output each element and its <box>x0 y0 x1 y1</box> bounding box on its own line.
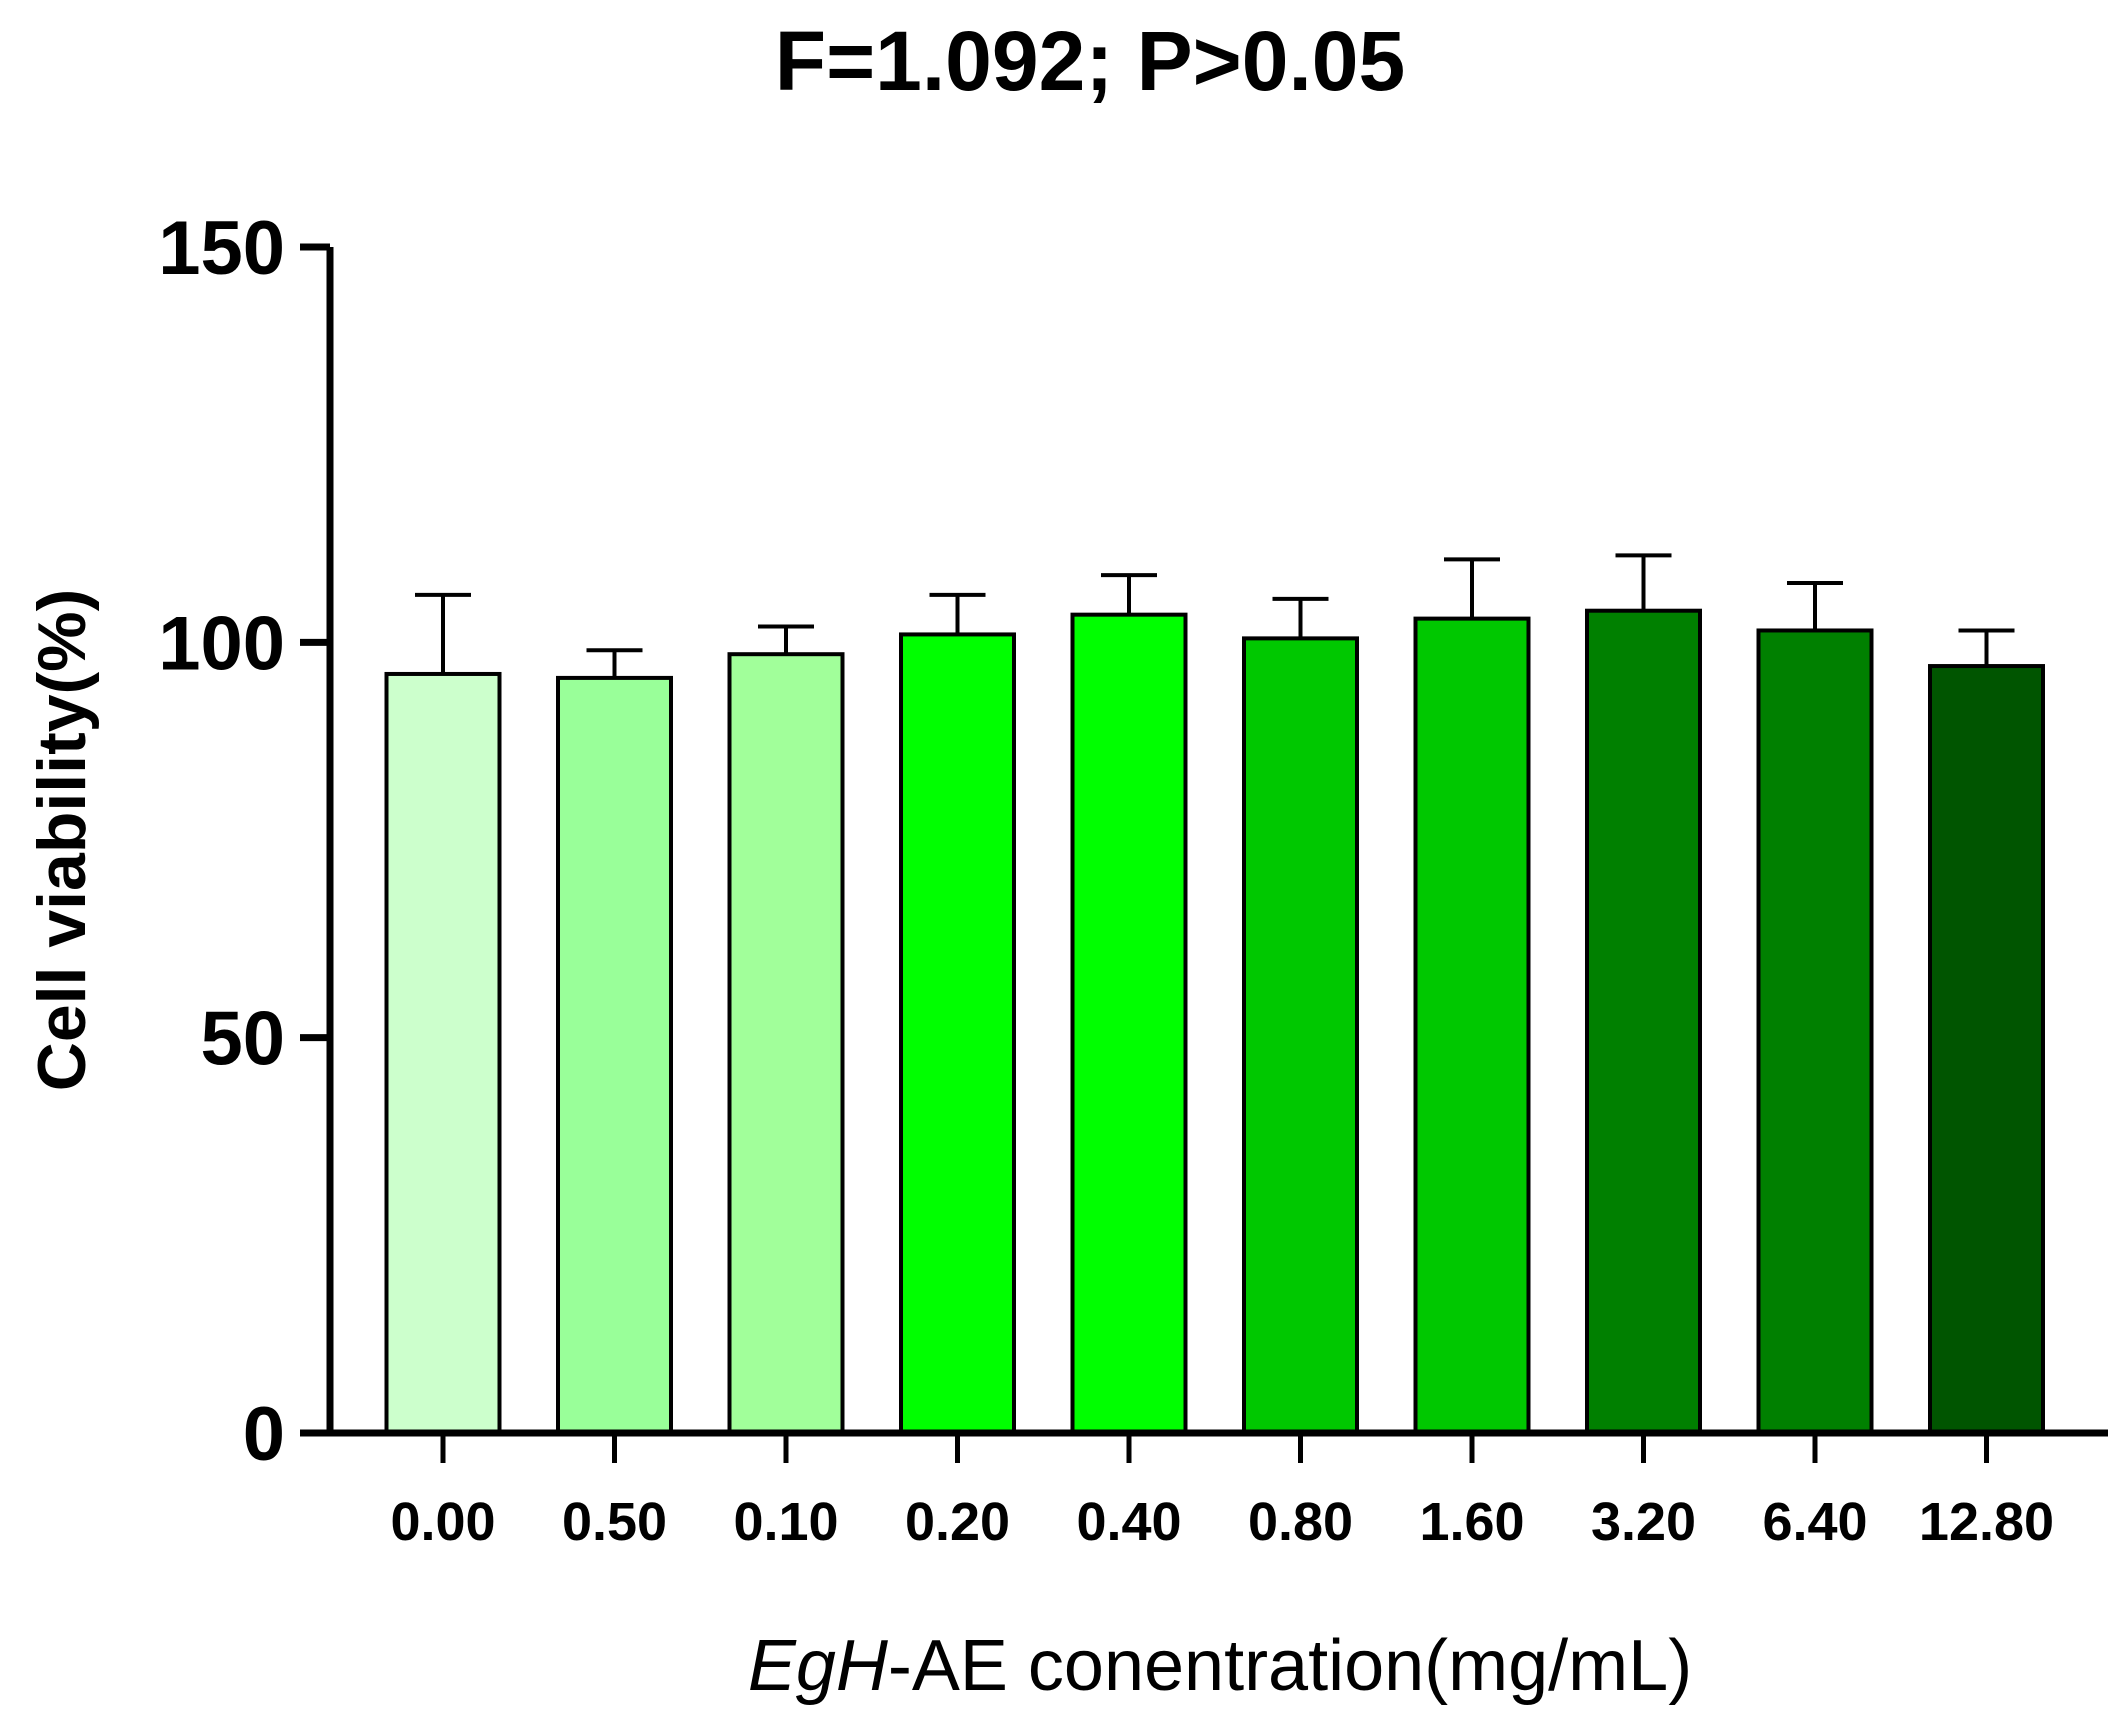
error-bars-layer <box>415 553 2015 678</box>
x-tick-label-0.10: 0.10 <box>733 1492 838 1552</box>
axes-layer <box>300 243 2108 1463</box>
x-ticks-layer: 0.00 0.50 0.10 0.20 0.40 0.80 1.60 3.20 6.40 12.8… <box>390 1492 2054 1552</box>
x-tick-label-0.40: 0.40 <box>1076 1492 1181 1552</box>
bar-1.60 <box>1413 616 1531 1435</box>
y-tick-label-50: 50 <box>200 997 285 1082</box>
bar-0.10 <box>727 652 845 1435</box>
x-tick-label-0.50: 0.50 <box>562 1492 667 1552</box>
y-tick-label-100: 100 <box>158 601 285 686</box>
bar-0.50 <box>556 675 673 1435</box>
bars-layer <box>384 608 2045 1435</box>
x-tick-label-6.40: 6.40 <box>1762 1492 1867 1552</box>
bar-0.40 <box>1070 612 1188 1435</box>
bar-12.80 <box>1928 664 2045 1435</box>
x-tick-label-3.20: 3.20 <box>1591 1492 1696 1552</box>
x-tick-label-12.80: 12.80 <box>1919 1492 2054 1552</box>
y-tick-label-150: 150 <box>158 206 285 291</box>
bar-0.00 <box>384 671 502 1435</box>
y-ticks-layer: 0 50 100 150 <box>158 206 285 1477</box>
x-tick-label-0.80: 0.80 <box>1248 1492 1353 1552</box>
bar-0.20 <box>899 632 1016 1435</box>
bar-6.40 <box>1756 628 1874 1435</box>
x-axis-label-rest: -AE conentration(mg/mL) <box>888 1626 1692 1706</box>
chart-title: F=1.092; P>0.05 <box>775 14 1405 108</box>
x-axis-label: EgH-AE conentration(mg/mL) <box>748 1626 1692 1706</box>
x-axis-label-italic: EgH <box>748 1626 889 1706</box>
x-tick-label-0.20: 0.20 <box>905 1492 1010 1552</box>
x-tick-label-1.60: 1.60 <box>1419 1492 1524 1552</box>
y-axis-label: Cell viability(%) <box>24 589 100 1092</box>
y-tick-label-0: 0 <box>243 1392 285 1477</box>
bar-0.80 <box>1242 636 1359 1435</box>
bar-3.20 <box>1585 608 1702 1435</box>
x-tick-label-0.00: 0.00 <box>390 1492 495 1552</box>
